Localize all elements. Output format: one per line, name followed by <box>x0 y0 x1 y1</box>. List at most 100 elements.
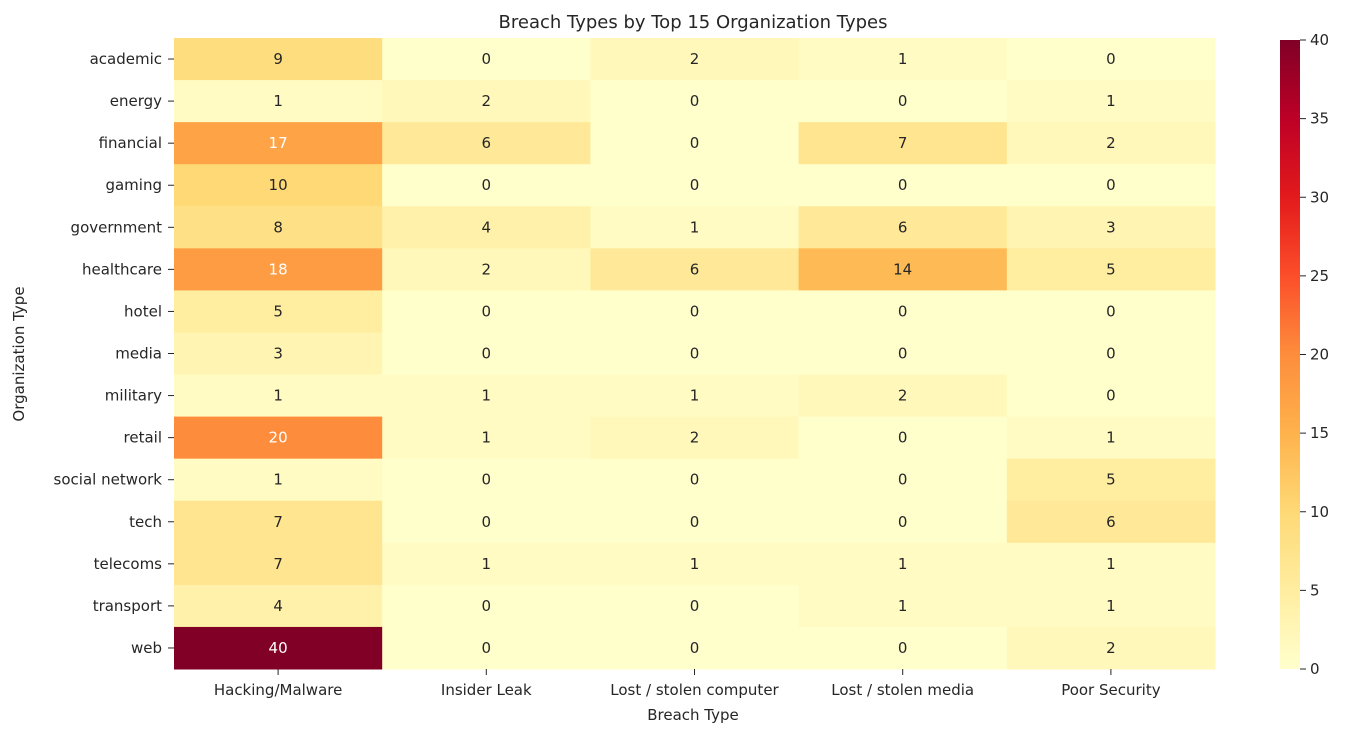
heatmap-cell <box>174 38 383 81</box>
cell-value-label: 0 <box>898 345 908 363</box>
heatmap-cell <box>798 626 1008 670</box>
heatmap-cell <box>174 458 383 502</box>
colorbar-tick-label: 25 <box>1310 267 1329 285</box>
heatmap-cell <box>382 122 591 165</box>
cell-value-label: 18 <box>269 260 288 278</box>
cell-value-label: 5 <box>1106 260 1116 278</box>
cell-value-label: 0 <box>898 513 908 531</box>
heatmap-cell <box>590 38 800 81</box>
cell-value-label: 0 <box>690 471 700 489</box>
cell-value-label: 7 <box>273 513 283 531</box>
cell-value-label: 0 <box>898 429 908 447</box>
heatmap-cell <box>382 290 591 333</box>
cell-value-label: 0 <box>482 345 492 363</box>
cell-value-label: 7 <box>273 555 283 573</box>
heatmap-cell <box>1006 458 1216 502</box>
cell-value-label: 2 <box>690 50 700 68</box>
heatmap-cell <box>590 500 800 544</box>
heatmap-cell <box>590 584 800 628</box>
heatmap-cell <box>798 416 1008 460</box>
heatmap-cell <box>1006 374 1216 418</box>
heatmap-cell <box>1006 248 1216 291</box>
cell-value-label: 2 <box>482 260 492 278</box>
y-tick-label: transport <box>93 597 162 615</box>
heatmap-cell <box>590 164 800 207</box>
y-tick-label: telecoms <box>94 555 163 573</box>
heatmap-cell <box>590 626 800 670</box>
cell-value-label: 3 <box>1106 218 1116 236</box>
cell-value-label: 6 <box>690 260 700 278</box>
y-tick-label: tech <box>129 513 162 531</box>
heatmap-cell <box>174 542 383 586</box>
heatmap-cell <box>798 584 1008 628</box>
colorbar-tick-label: 40 <box>1310 31 1329 49</box>
chart-title: Breach Types by Top 15 Organization Type… <box>499 12 888 33</box>
heatmap-cell <box>1006 416 1216 460</box>
cell-value-label: 0 <box>898 471 908 489</box>
colorbar-tick-label: 20 <box>1310 346 1329 364</box>
cell-value-label: 17 <box>269 134 288 152</box>
cell-value-label: 4 <box>482 218 492 236</box>
cell-value-label: 1 <box>482 387 492 405</box>
heatmap-cell <box>1006 500 1216 544</box>
y-tick-labels: academic energy financial gaming government h… <box>54 50 174 657</box>
heatmap-cell <box>1006 38 1216 81</box>
cell-value-label: 14 <box>893 260 912 278</box>
heatmap-cell <box>174 374 383 418</box>
heatmap-cell <box>382 332 591 376</box>
cell-value-label: 40 <box>269 639 288 657</box>
cell-value-label: 10 <box>269 176 288 194</box>
cell-value-label: 2 <box>1106 134 1116 152</box>
y-tick-label: gaming <box>105 176 162 194</box>
cell-value-label: 0 <box>690 92 700 110</box>
cell-value-label: 1 <box>1106 555 1116 573</box>
heatmap-cell <box>798 38 1008 81</box>
colorbar-tick-label: 15 <box>1310 424 1329 442</box>
cell-value-label: 0 <box>482 176 492 194</box>
cell-value-label: 2 <box>482 92 492 110</box>
cell-value-label: 1 <box>690 555 700 573</box>
heatmap-cell <box>798 542 1008 586</box>
x-tick-label: Insider Leak <box>441 681 532 699</box>
cell-value-label: 0 <box>482 50 492 68</box>
heatmap-cell <box>590 458 800 502</box>
heatmap-cell <box>798 164 1008 207</box>
heatmap-cell <box>382 374 591 418</box>
cell-value-label: 2 <box>898 387 908 405</box>
heatmap-cell <box>798 206 1008 249</box>
cell-value-label: 0 <box>898 639 908 657</box>
y-axis-label: Organization Type <box>10 286 28 421</box>
cell-value-label: 0 <box>898 92 908 110</box>
heatmap-cell <box>174 290 383 333</box>
cell-value-label: 1 <box>690 387 700 405</box>
cell-value-label: 0 <box>482 513 492 531</box>
heatmap-cell <box>1006 122 1216 165</box>
y-tick-label: hotel <box>124 302 162 320</box>
heatmap-cell <box>590 332 800 376</box>
cell-value-label: 1 <box>898 50 908 68</box>
heatmap-cell <box>174 416 383 460</box>
cell-value-label: 6 <box>1106 513 1116 531</box>
colorbar <box>1280 40 1300 669</box>
cell-value-label: 1 <box>482 429 492 447</box>
cell-value-label: 6 <box>482 134 492 152</box>
heatmap-cell <box>174 80 383 123</box>
cell-value-label: 3 <box>273 345 283 363</box>
heatmap-cell <box>382 542 591 586</box>
heatmap-cell <box>798 458 1008 502</box>
heatmap-cell <box>590 122 800 165</box>
cell-value-label: 0 <box>482 302 492 320</box>
y-tick-label: web <box>131 639 162 657</box>
heatmap-cell <box>590 542 800 586</box>
heatmap-cell <box>1006 542 1216 586</box>
colorbar-tick-label: 10 <box>1310 503 1329 521</box>
heatmap-cell <box>382 584 591 628</box>
heatmap-cell <box>382 416 591 460</box>
cell-value-label: 5 <box>273 302 283 320</box>
heatmap-cells: 9 0 2 1 01 2 0 0 117 6 0 7 210 0 0 0 08 4 1 6 318 2 6 14 55 0 0 0 03… <box>174 38 1216 670</box>
cell-value-label: 1 <box>898 555 908 573</box>
heatmap-cell <box>590 206 800 249</box>
heatmap-cell <box>174 332 383 376</box>
heatmap-cell <box>382 206 591 249</box>
